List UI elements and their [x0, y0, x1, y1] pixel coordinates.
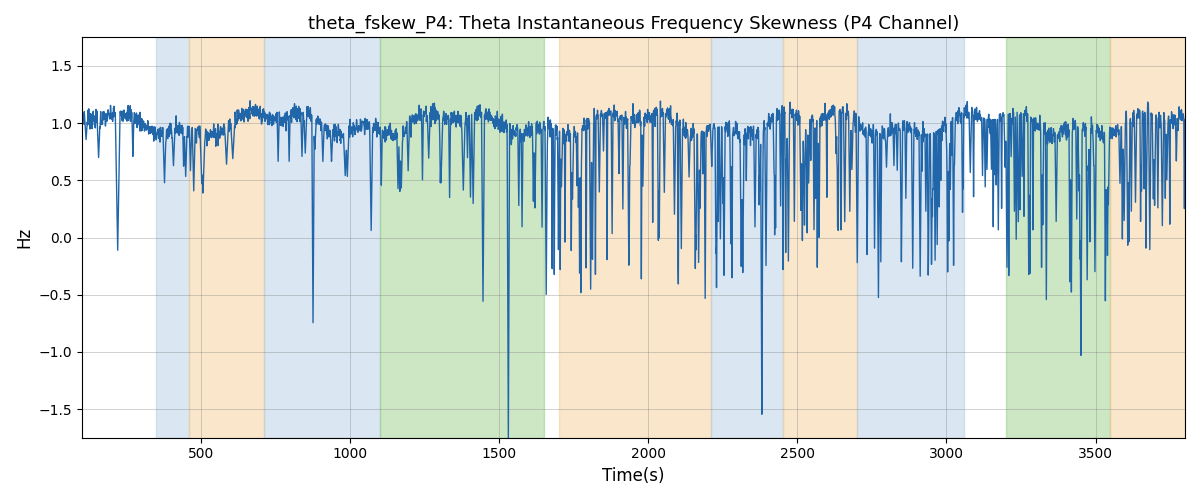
Title: theta_fskew_P4: Theta Instantaneous Frequency Skewness (P4 Channel): theta_fskew_P4: Theta Instantaneous Freq…: [307, 15, 959, 34]
Bar: [1006, 38, 1110, 438]
Bar: [559, 38, 710, 438]
Bar: [156, 38, 190, 438]
Y-axis label: Hz: Hz: [14, 227, 32, 248]
Bar: [710, 38, 782, 438]
X-axis label: Time(s): Time(s): [602, 467, 665, 485]
Bar: [264, 38, 380, 438]
Bar: [380, 38, 544, 438]
Bar: [1110, 38, 1186, 438]
Bar: [782, 38, 857, 438]
Bar: [857, 38, 965, 438]
Bar: [190, 38, 264, 438]
